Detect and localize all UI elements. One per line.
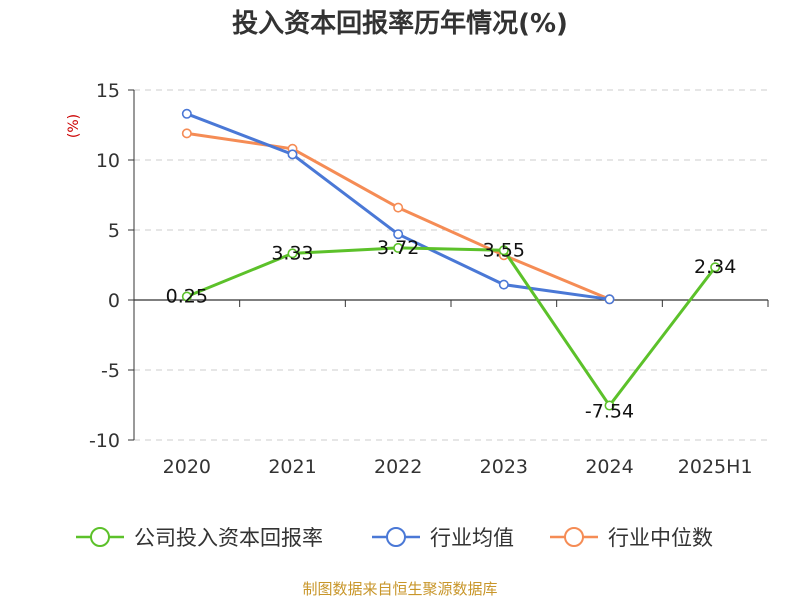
x-tick-label: 2025H1 (678, 456, 753, 478)
series-lines (181, 108, 721, 411)
data-point-company (498, 245, 509, 256)
data-label: -7.54 (585, 401, 634, 423)
x-tick-label: 2022 (374, 456, 422, 478)
legend-label-industry_median: 行业中位数 (608, 526, 713, 550)
series-line-company (186, 246, 717, 408)
y-tick-label: -10 (89, 430, 120, 452)
data-label: 3.33 (271, 242, 313, 264)
y-axis-unit-label: (%) (66, 114, 82, 138)
y-tick-labels: 15 10 5 0 -5 -10 (89, 80, 120, 452)
source-note: 制图数据来自恒生聚源数据库 (302, 580, 497, 598)
series-line-industry_median (186, 131, 611, 301)
y-tick-label: 0 (108, 290, 120, 312)
data-point-company (287, 248, 298, 259)
data-point-industry_avg (181, 108, 192, 119)
data-point-company (710, 262, 721, 273)
legend-marker-company (90, 527, 110, 547)
data-label: 3.72 (377, 237, 419, 259)
x-tick-label: 2023 (480, 456, 528, 478)
data-label: 0.25 (166, 286, 208, 308)
y-tick-label: -5 (101, 360, 120, 382)
legend-marker-industry_avg (386, 527, 406, 547)
data-point-company (604, 400, 615, 411)
data-point-company (393, 242, 404, 253)
data-label: 3.55 (483, 239, 525, 261)
chart-title: 投入资本回报率历年情况(%) (232, 8, 568, 39)
data-point-industry_avg (393, 229, 404, 240)
data-point-industry_avg (498, 279, 509, 290)
legend-label-company: 公司投入资本回报率 (134, 526, 323, 550)
data-point-industry_median (181, 128, 192, 139)
y-tick-label: 15 (96, 80, 120, 102)
legend-label-industry_avg: 行业均值 (430, 526, 514, 550)
x-tick-label: 2024 (585, 456, 633, 478)
data-labels: 0.25 3.33 3.72 3.55 -7.54 2.34 (166, 237, 737, 423)
x-tick-labels: 2020 2021 2022 2023 2024 2025H1 (163, 456, 753, 478)
data-point-company (181, 291, 192, 302)
legend: 公司投入资本回报率 行业均值 行业中位数 (76, 526, 713, 550)
data-point-industry_median (393, 202, 404, 213)
y-tick-label: 5 (108, 220, 120, 242)
x-tick-label: 2020 (163, 456, 211, 478)
axes (128, 89, 769, 441)
data-point-industry_avg (604, 294, 615, 305)
gridlines (134, 89, 768, 441)
data-point-industry_avg (287, 149, 298, 160)
data-label: 2.34 (694, 256, 736, 278)
y-tick-label: 10 (96, 150, 120, 172)
x-tick-label: 2021 (268, 456, 316, 478)
legend-marker-industry_median (564, 527, 584, 547)
